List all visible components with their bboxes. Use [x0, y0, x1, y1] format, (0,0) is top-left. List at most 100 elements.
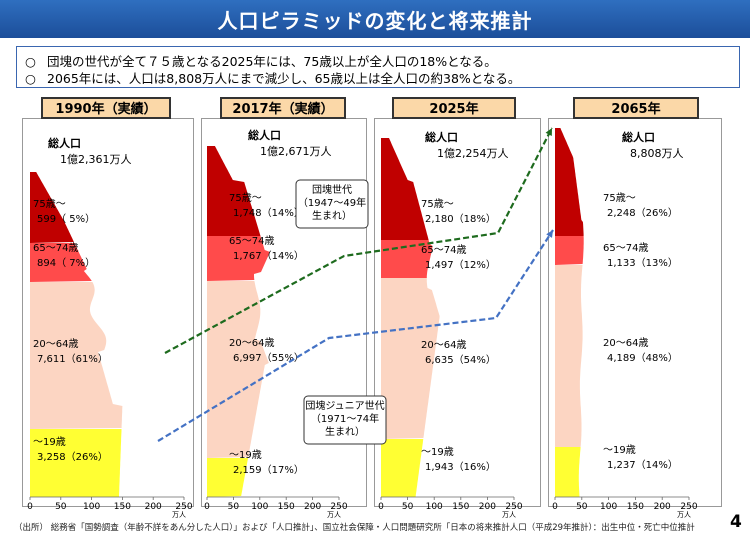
panel-label-2017: 2017年（実績） — [220, 97, 346, 119]
x-tick-label-1-0: 0 — [204, 502, 210, 512]
junior-callout-line-1: （1971～74年 — [311, 412, 379, 425]
panel-label-2065: 2065年 — [573, 97, 699, 119]
pyramid-segment-2-0 — [381, 138, 429, 240]
x-tick-label-3-2: 100 — [600, 502, 617, 512]
source-note: （出所） 総務省「国勢調査（年齢不詳をあん分した人口）」および「人口推計」、国立… — [14, 523, 695, 533]
group-value-2-0: 2,180（18%） — [425, 213, 496, 225]
note-line-1: ○ 団塊の世代が全て７５歳となる2025年には、75歳以上が全人口の18%となる。 — [25, 51, 497, 70]
x-tick-label-0-5: 250 — [175, 502, 192, 512]
group-value-3-3: 1,237（14%） — [607, 459, 678, 471]
x-tick-label-3-1: 50 — [576, 502, 588, 512]
junior-arrow-head — [546, 230, 553, 238]
x-tick-label-2-3: 150 — [452, 502, 469, 512]
x-tick-label-1-4: 200 — [304, 502, 321, 512]
x-axis-unit-1: 万人 — [327, 511, 341, 519]
dantai-callout-box — [295, 179, 369, 229]
group-name-3-1: 65～74歳 — [603, 242, 648, 254]
pyramid-segment-2-2 — [381, 278, 440, 439]
group-value-1-3: 2,159（17%） — [233, 464, 304, 476]
pyramid-segment-1-1 — [207, 236, 270, 281]
group-name-2-2: 20～64歳 — [421, 339, 466, 351]
pyramid-segment-3-1 — [555, 236, 584, 265]
note-line-2: ○ 2065年には、人口は8,808万人にまで減少し、65歳以上は全人口の約38%… — [25, 68, 520, 87]
pyramid-segment-0-3 — [30, 429, 122, 497]
x-tick-label-3-5: 250 — [680, 502, 697, 512]
x-axis-unit-0: 万人 — [172, 511, 186, 519]
x-axis-unit-2: 万人 — [502, 511, 516, 519]
group-name-0-3: ～19歳 — [33, 436, 66, 448]
group-name-1-0: 75歳～ — [229, 192, 262, 204]
note-text-2: 2065年には、人口は8,808万人にまで減少し、65歳以上は全人口の約38%と… — [47, 71, 521, 86]
x-tick-label-0-0: 0 — [27, 502, 33, 512]
group-name-1-2: 20～64歳 — [229, 337, 274, 349]
dantai-callout-line-2: 生まれ） — [312, 209, 352, 222]
group-value-2-2: 6,635（54%） — [425, 354, 496, 366]
total-value-0: 1億2,361万人 — [60, 153, 132, 166]
note-bullet-1: ○ — [25, 54, 36, 69]
group-value-0-1: 894（ 7%） — [37, 257, 95, 269]
total-label-1: 総人口 — [248, 128, 281, 142]
group-value-1-0: 1,748（14%） — [233, 207, 304, 219]
x-tick-label-0-4: 200 — [145, 502, 162, 512]
group-value-1-2: 6,997（55%） — [233, 352, 304, 364]
x-tick-label-1-3: 150 — [278, 502, 295, 512]
pyramid-segment-3-2 — [555, 265, 583, 447]
pyramid-segment-3-3 — [555, 447, 581, 497]
pyramid-segment-0-0 — [30, 172, 74, 243]
x-tick-label-1-1: 50 — [228, 502, 240, 512]
group-name-2-3: ～19歳 — [421, 446, 454, 458]
x-tick-label-0-2: 100 — [83, 502, 100, 512]
group-name-1-3: ～19歳 — [229, 449, 262, 461]
group-name-2-0: 75歳～ — [421, 198, 454, 210]
note-bullet-2: ○ — [25, 71, 36, 86]
dantai-callout-line-1: （1947～49年 — [298, 196, 366, 209]
x-tick-label-0-1: 50 — [55, 502, 67, 512]
junior-callout-box — [303, 395, 387, 445]
x-tick-label-2-2: 100 — [426, 502, 443, 512]
pyramid-segment-2-3 — [381, 439, 424, 497]
junior-arrow — [157, 229, 554, 442]
x-tick-label-2-5: 250 — [505, 502, 522, 512]
group-value-1-1: 1,767（14%） — [233, 250, 304, 262]
group-name-1-1: 65～74歳 — [229, 235, 274, 247]
group-value-0-0: 599（ 5%） — [37, 213, 95, 225]
pyramid-segment-1-2 — [207, 281, 269, 458]
dantai-callout-line-0: 団塊世代 — [312, 183, 352, 196]
group-name-3-2: 20～64歳 — [603, 337, 648, 349]
x-tick-label-3-0: 0 — [552, 502, 558, 512]
pyramid-segment-0-2 — [30, 282, 123, 429]
group-value-0-3: 3,258（26%） — [37, 451, 108, 463]
group-name-2-1: 65～74歳 — [421, 244, 466, 256]
x-axis-unit-3: 万人 — [677, 511, 691, 519]
dantai-arrow-head — [545, 128, 552, 136]
total-label-3: 総人口 — [622, 130, 655, 144]
panel-label-2025: 2025年 — [392, 97, 516, 119]
total-value-2: 1億2,254万人 — [437, 147, 509, 160]
group-value-3-0: 2,248（26%） — [607, 207, 678, 219]
x-tick-label-3-3: 150 — [627, 502, 644, 512]
pyramid-segment-1-3 — [207, 458, 248, 497]
junior-callout-line-0: 団塊ジュニア世代 — [305, 399, 384, 412]
total-value-1: 1億2,671万人 — [260, 145, 332, 158]
x-tick-label-2-1: 50 — [402, 502, 414, 512]
page-title: 人口ピラミッドの変化と将来推計 — [217, 9, 533, 33]
x-tick-label-2-4: 200 — [479, 502, 496, 512]
group-value-2-3: 1,943（16%） — [425, 461, 496, 473]
group-value-3-2: 4,189（48%） — [607, 352, 678, 364]
group-value-0-2: 7,611（61%） — [37, 353, 108, 365]
pyramid-segment-0-1 — [30, 243, 92, 282]
dantai-arrow — [164, 127, 553, 354]
group-name-0-2: 20～64歳 — [33, 338, 78, 350]
group-name-3-0: 75歳～ — [603, 192, 636, 204]
group-name-0-1: 65～74歳 — [33, 242, 78, 254]
pyramid-segment-1-0 — [207, 146, 261, 236]
group-value-3-1: 1,133（13%） — [607, 257, 678, 269]
title-bar: 人口ピラミッドの変化と将来推計 — [0, 0, 750, 38]
group-name-0-0: 75歳～ — [33, 198, 66, 210]
page-number: 4 — [730, 512, 742, 532]
group-name-3-3: ～19歳 — [603, 444, 636, 456]
pyramid-segment-3-0 — [555, 128, 584, 236]
total-label-2: 総人口 — [425, 130, 458, 144]
x-tick-label-1-2: 100 — [251, 502, 268, 512]
